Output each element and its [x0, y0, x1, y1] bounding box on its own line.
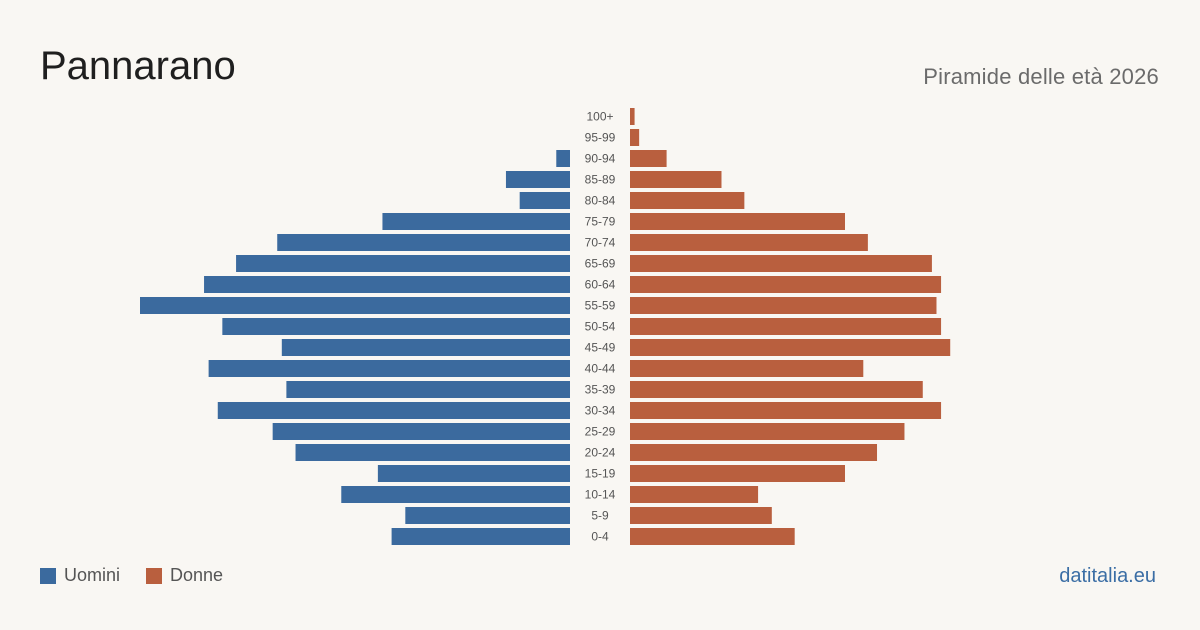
legend-item-men: Uomini: [40, 565, 120, 586]
age-label-100plus: 100+: [586, 110, 613, 124]
bar-men-60-64: [204, 276, 571, 293]
age-label-95-99: 95-99: [585, 131, 616, 145]
chart-title: Pannarano: [40, 44, 236, 88]
bar-women-55-59: [630, 297, 937, 314]
bar-women-65-69: [630, 255, 932, 272]
bar-women-15-19: [630, 465, 845, 482]
age-label-65-69: 65-69: [585, 257, 616, 271]
bar-women-80-84: [630, 192, 745, 209]
bar-men-70-74: [277, 234, 570, 251]
age-label-80-84: 80-84: [585, 194, 616, 208]
bar-women-30-34: [630, 402, 942, 419]
chart-subtitle: Piramide delle età 2026: [923, 64, 1159, 89]
bar-men-10-14: [341, 486, 570, 503]
age-label-30-34: 30-34: [585, 404, 616, 418]
legend-swatch-women: [146, 567, 163, 584]
age-label-40-44: 40-44: [585, 362, 616, 376]
bar-women-20-24: [630, 444, 878, 461]
bar-women-60-64: [630, 276, 942, 293]
bar-women-75-79: [630, 213, 845, 230]
bar-men-75-79: [382, 213, 570, 230]
bar-men-15-19: [377, 465, 570, 482]
age-label-45-49: 45-49: [585, 341, 616, 355]
legend-label-women: Donne: [170, 565, 224, 585]
bar-women-70-74: [630, 234, 868, 251]
bar-men-5-9: [405, 507, 570, 524]
bar-men-30-34: [217, 402, 570, 419]
bar-women-35-39: [630, 381, 923, 398]
bar-women-5-9: [630, 507, 772, 524]
legend-swatch-men: [40, 567, 56, 584]
bar-men-0-4: [391, 528, 570, 545]
bar-men-90-94: [556, 150, 570, 167]
bar-women-90-94: [630, 150, 667, 167]
bar-men-80-84: [519, 192, 570, 209]
bar-women-40-44: [630, 360, 864, 377]
bar-women-50-54: [630, 318, 942, 335]
age-label-75-79: 75-79: [585, 215, 616, 229]
age-label-55-59: 55-59: [585, 299, 616, 313]
bar-women-85-89: [630, 171, 722, 188]
bar-men-20-24: [295, 444, 570, 461]
age-label-25-29: 25-29: [585, 425, 616, 439]
bar-women-25-29: [630, 423, 905, 440]
age-label-60-64: 60-64: [585, 278, 616, 292]
bar-women-0-4: [630, 528, 795, 545]
age-label-10-14: 10-14: [585, 488, 616, 502]
legend: Uomini Donne: [40, 565, 249, 586]
age-label-35-39: 35-39: [585, 383, 616, 397]
bar-women-100plus: [630, 108, 635, 125]
age-label-20-24: 20-24: [585, 446, 616, 460]
women-series: [630, 108, 951, 545]
source-link[interactable]: datitalia.eu: [1059, 565, 1156, 587]
bar-men-40-44: [208, 360, 571, 377]
bar-men-85-89: [505, 171, 570, 188]
age-labels: 100+ 95-99 90-94 85-89 80-84 75-79 70-74 65-69 6…: [585, 110, 616, 544]
bar-women-10-14: [630, 486, 759, 503]
age-label-5-9: 5-9: [591, 509, 609, 523]
legend-item-women: Donne: [146, 565, 223, 586]
bar-women-95-99: [630, 129, 640, 146]
age-label-50-54: 50-54: [585, 320, 616, 334]
age-label-70-74: 70-74: [585, 236, 616, 250]
men-series: [140, 150, 571, 545]
bar-men-65-69: [236, 255, 570, 272]
bar-men-55-59: [140, 297, 570, 314]
age-label-15-19: 15-19: [585, 467, 616, 481]
age-label-0-4: 0-4: [591, 530, 609, 544]
bar-men-50-54: [222, 318, 570, 335]
legend-label-men: Uomini: [64, 565, 121, 585]
age-label-85-89: 85-89: [585, 173, 616, 187]
bar-men-35-39: [286, 381, 570, 398]
bar-men-45-49: [281, 339, 570, 356]
bar-women-45-49: [630, 339, 951, 356]
bar-men-25-29: [272, 423, 570, 440]
age-label-90-94: 90-94: [585, 152, 616, 166]
